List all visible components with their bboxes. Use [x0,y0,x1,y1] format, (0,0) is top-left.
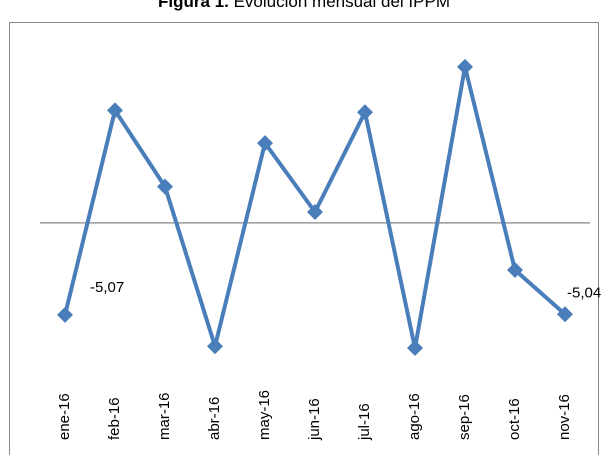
x-tick-label: jun-16 [306,398,323,441]
x-tick-label: sep-16 [456,394,473,440]
chart-frame [9,22,599,455]
title-text: Evolución mensual del IPPM [234,0,450,11]
point-marker [207,338,223,355]
point-marker [257,135,273,152]
point-marker [157,178,173,195]
point-marker [307,204,323,221]
point-marker [107,102,123,119]
x-tick-label: jul-16 [356,403,373,441]
chart-title: Figura 1. Evolución mensual del IPPM [158,0,450,11]
x-tick-label: ago-16 [406,393,423,440]
x-tick-label: ene-16 [56,393,73,440]
data-label: -5,04 [567,284,601,301]
point-marker [507,262,523,279]
point-marker [57,306,73,323]
point-marker [407,340,423,357]
x-tick-label: may-16 [256,390,273,440]
title-label: Figura 1. [158,0,229,11]
point-marker [357,104,373,121]
x-tick-label: feb-16 [106,397,123,440]
point-marker [557,306,573,323]
point-marker [457,58,473,75]
data-label: -5,07 [90,279,124,296]
x-tick-label: mar-16 [156,392,173,440]
x-tick-label: nov-16 [556,394,573,440]
x-tick-label: abr-16 [206,397,223,440]
x-tick-label: oct-16 [506,398,523,440]
